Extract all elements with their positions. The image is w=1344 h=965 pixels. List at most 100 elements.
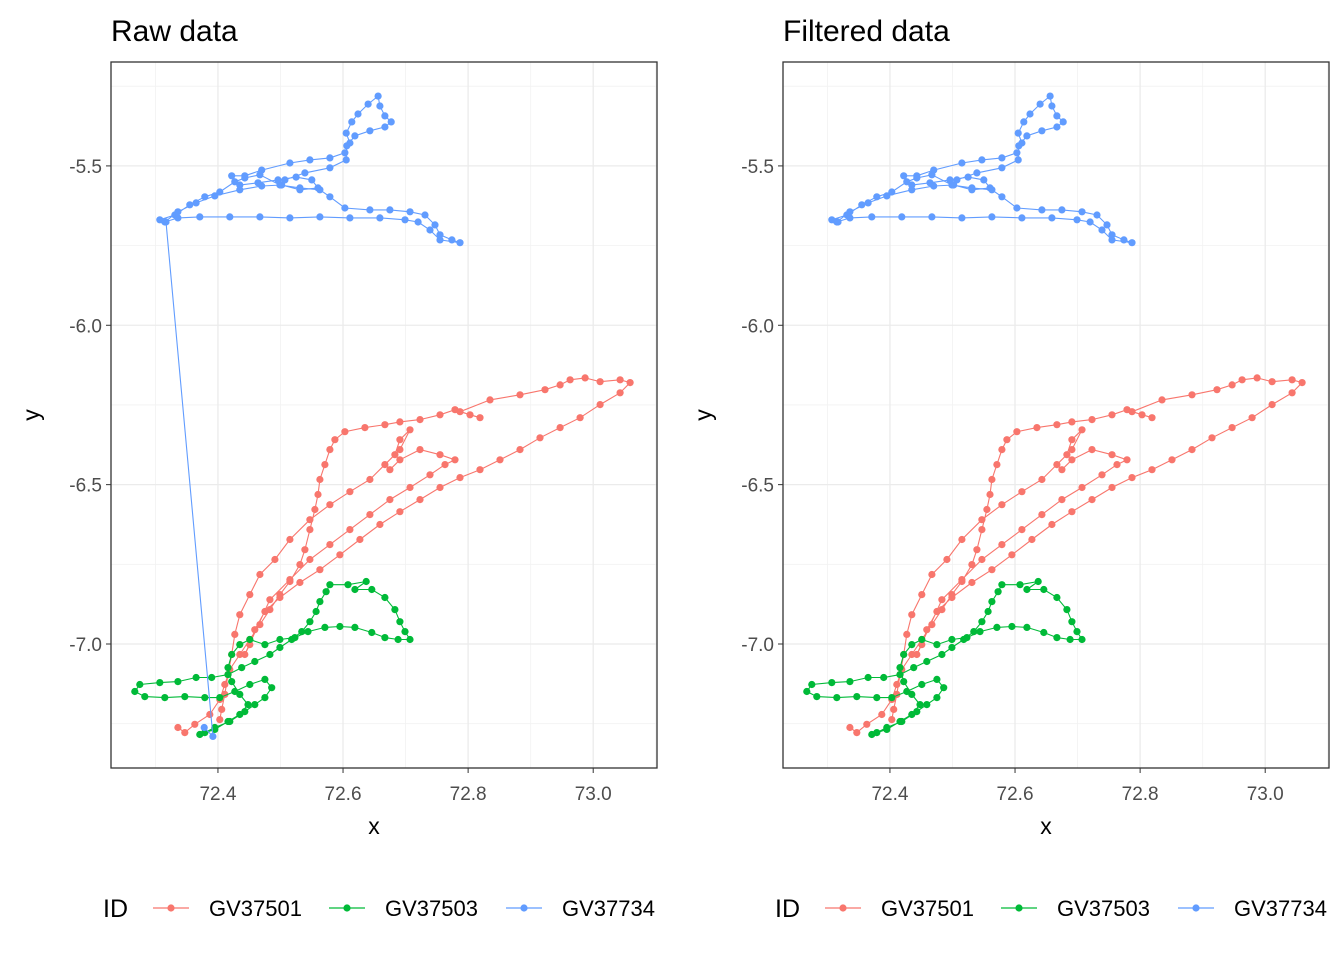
data-point-GV37734 — [216, 188, 224, 196]
x-axis-label: x — [368, 813, 380, 839]
data-point-GV37501 — [626, 379, 634, 387]
panel-raw: 72.4 72.6 72.8 73.0 -5.5 -6.0 -6.5 -7.0 Raw data… — [18, 15, 658, 923]
data-point-GV37501 — [1108, 451, 1116, 459]
panel-border — [110, 61, 658, 769]
data-point-GV37503 — [846, 678, 854, 686]
data-point-GV37501 — [236, 611, 244, 619]
data-point-GV37734 — [366, 206, 374, 214]
data-point-GV37734 — [343, 142, 351, 150]
chart-title: Raw data — [111, 15, 238, 48]
data-point-GV37501 — [846, 723, 854, 732]
data-point-GV37734 — [406, 208, 414, 216]
data-point-GV37501 — [396, 418, 404, 426]
data-point-GV37501 — [316, 566, 324, 574]
data-point-GV37503 — [394, 635, 402, 644]
y-tick-label: -6.5 — [69, 476, 102, 497]
data-point-GV37501 — [301, 546, 309, 554]
data-point-GV37503 — [923, 657, 931, 666]
data-point-GV37503 — [381, 634, 389, 642]
data-point-GV37503 — [316, 598, 324, 606]
data-point-GV37501 — [978, 555, 986, 564]
data-point-GV37503 — [276, 643, 284, 652]
data-point-GV37503 — [351, 623, 359, 632]
data-point-GV37734 — [308, 176, 316, 184]
data-point-GV37501 — [581, 374, 589, 382]
legend-label: GV37734 — [562, 896, 655, 921]
data-point-GV37734 — [858, 201, 866, 209]
data-point-GV37503 — [896, 671, 904, 679]
data-point-GV37501 — [1018, 526, 1026, 534]
data-point-GV37501 — [968, 561, 976, 569]
y-tick-label: -6.5 — [741, 476, 774, 497]
legend-label: GV37503 — [385, 896, 478, 921]
data-point-GV37501 — [406, 483, 414, 492]
data-point-GV37501 — [1068, 456, 1076, 464]
data-point-GV37734 — [201, 193, 209, 201]
data-point-GV37734 — [196, 213, 204, 221]
data-point-GV37503 — [381, 593, 389, 602]
data-point-GV37734 — [186, 201, 194, 209]
data-point-GV37734 — [900, 172, 908, 180]
data-point-GV37734 — [381, 123, 389, 131]
data-point-GV37734 — [1098, 226, 1106, 234]
data-point-GV37503 — [1053, 593, 1061, 602]
legend-label: GV37503 — [1057, 896, 1150, 921]
data-point-GV37734 — [431, 221, 439, 229]
data-point-GV37734 — [1018, 214, 1026, 222]
data-point-GV37734 — [1038, 206, 1046, 214]
data-point-GV37503 — [321, 623, 329, 632]
data-point-GV37734 — [342, 156, 350, 164]
data-point-GV37501 — [256, 570, 264, 579]
data-point-GV37734 — [211, 192, 219, 200]
x-tick-label: 73.0 — [575, 784, 612, 805]
data-point-GV37503 — [940, 684, 948, 692]
x-tick-label: 72.4 — [871, 784, 908, 805]
data-point-GV37734 — [1086, 218, 1094, 226]
legend-key-point — [343, 904, 351, 912]
data-point-GV37501 — [381, 421, 389, 429]
data-point-GV37501 — [556, 381, 564, 389]
data-point-GV37501 — [306, 516, 314, 524]
data-point-GV37501 — [241, 650, 249, 659]
data-point-GV37501 — [1063, 451, 1071, 459]
data-point-GV37503 — [853, 693, 861, 701]
data-point-GV37501 — [1108, 411, 1116, 419]
legend-label: GV37501 — [209, 896, 302, 921]
data-point-GV37501 — [986, 490, 994, 499]
data-point-GV37503 — [228, 650, 236, 659]
data-point-GV37501 — [236, 650, 244, 659]
series-GV37734 — [156, 92, 464, 741]
data-point-GV37734 — [898, 213, 906, 221]
data-point-GV37503 — [362, 577, 370, 586]
data-point-GV37503 — [896, 717, 904, 726]
data-point-GV37503 — [970, 628, 978, 636]
data-point-GV37501 — [396, 446, 404, 454]
data-point-GV37503 — [1073, 628, 1081, 636]
data-point-GV37503 — [948, 643, 956, 652]
data-point-GV37503 — [224, 664, 232, 672]
data-point-GV37503 — [228, 678, 236, 686]
data-point-GV37501 — [903, 630, 911, 639]
data-point-GV37503 — [251, 657, 259, 666]
data-point-GV37734 — [456, 239, 464, 247]
data-point-GV37503 — [908, 641, 916, 649]
data-point-GV37503 — [888, 694, 896, 702]
data-point-GV37501 — [923, 626, 931, 634]
data-point-GV37501 — [456, 474, 464, 482]
data-point-GV37501 — [296, 561, 304, 569]
data-point-GV37734 — [236, 181, 244, 189]
data-point-GV37501 — [913, 650, 921, 659]
data-point-GV37503 — [136, 680, 144, 689]
data-point-GV37501 — [988, 475, 996, 484]
panel-filtered: 72.4 72.6 72.8 73.0 -5.5 -6.0 -6.5 -7.0 Filtered… — [690, 15, 1330, 923]
data-point-GV37734 — [1108, 236, 1116, 244]
data-point-GV37501 — [326, 446, 334, 454]
data-point-GV37503 — [993, 623, 1001, 632]
data-point-GV37501 — [206, 710, 214, 719]
data-point-GV37501 — [386, 496, 394, 504]
data-point-GV37503 — [251, 701, 259, 709]
data-point-GV37503 — [808, 680, 816, 689]
data-point-GV37734 — [256, 213, 264, 221]
data-point-GV37503 — [368, 585, 376, 594]
